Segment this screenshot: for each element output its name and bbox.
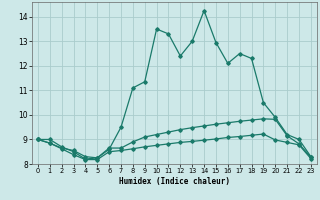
X-axis label: Humidex (Indice chaleur): Humidex (Indice chaleur) bbox=[119, 177, 230, 186]
